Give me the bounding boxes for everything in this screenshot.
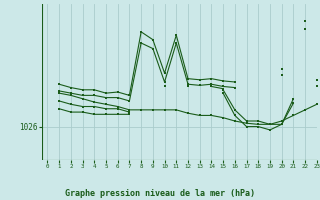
Text: Graphe pression niveau de la mer (hPa): Graphe pression niveau de la mer (hPa) <box>65 189 255 198</box>
